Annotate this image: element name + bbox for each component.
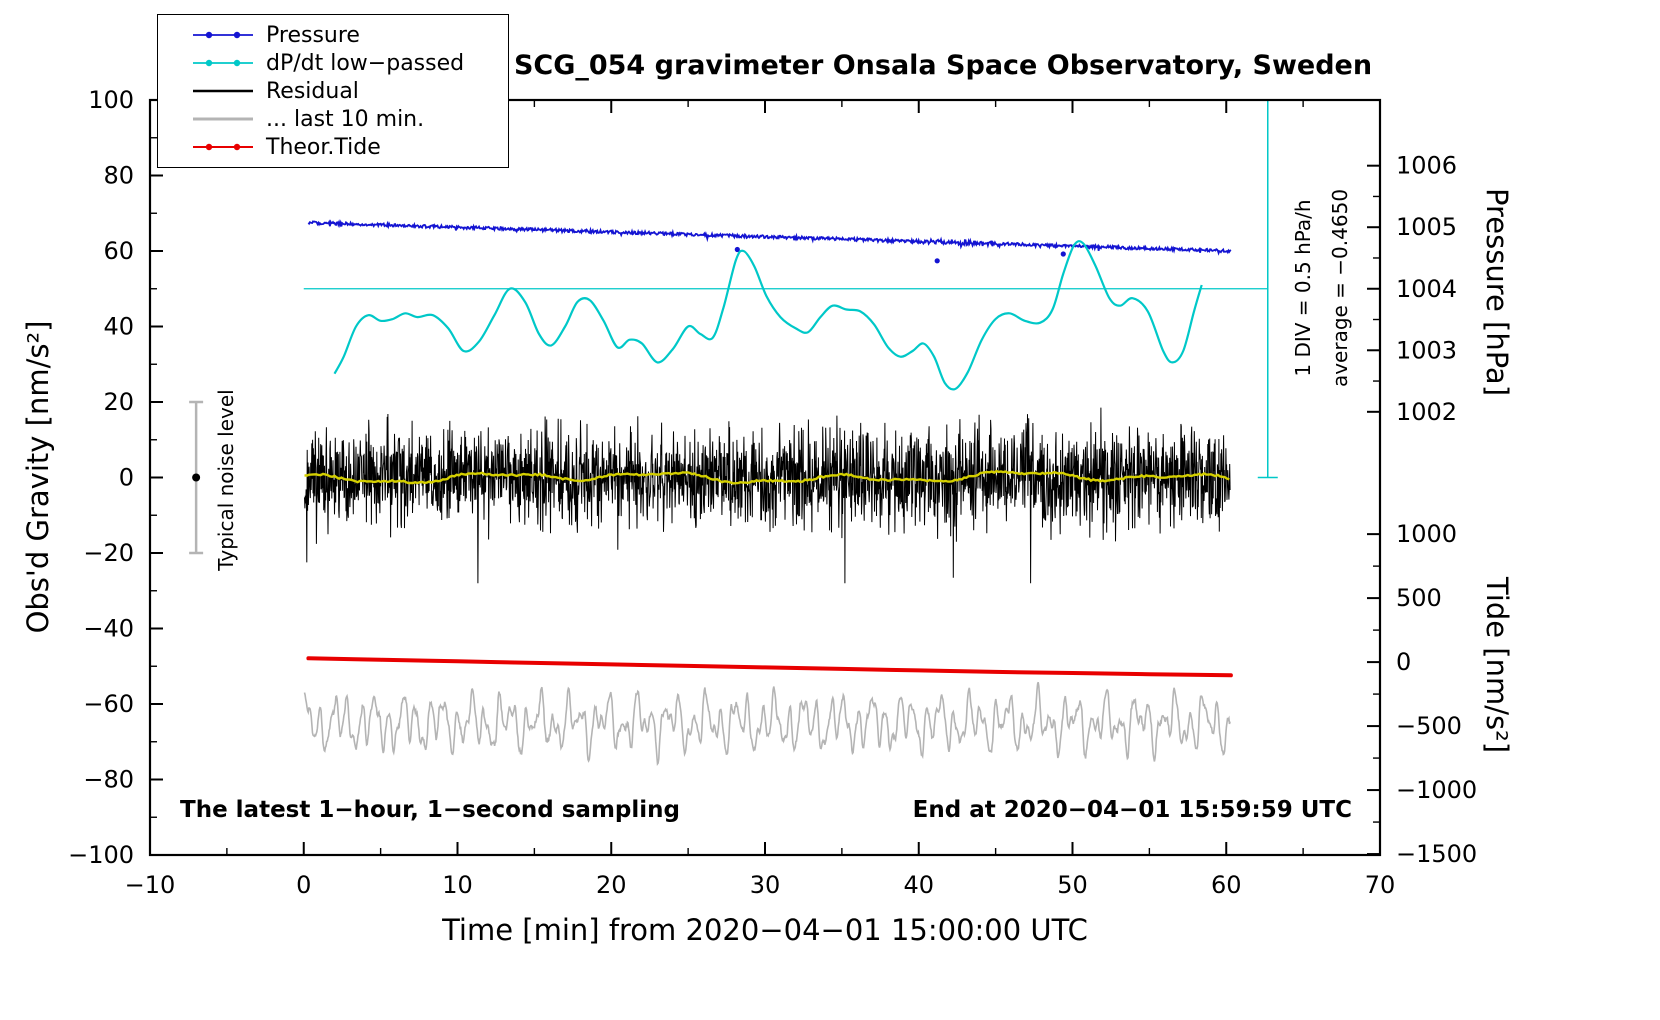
legend: Pressure dP/dt low−passed Residual... last… — [157, 14, 509, 168]
pressure-series — [307, 219, 1232, 256]
last10-series — [303, 681, 1231, 766]
y-tick-label-tide: −1500 — [1396, 840, 1477, 868]
y-axis-label-pressure: Pressure [hPa] — [1480, 187, 1514, 397]
y-tick-label-pressure: 1004 — [1396, 275, 1457, 303]
tide-legend-marker — [193, 143, 253, 151]
legend-label: dP/dt low−passed — [266, 50, 465, 76]
x-tick-label: 10 — [442, 871, 473, 899]
x-tick-label: 70 — [1365, 871, 1396, 899]
x-tick-label: 50 — [1057, 871, 1088, 899]
plot-frame — [148, 98, 1382, 857]
y-tick-label-pressure: 1006 — [1396, 152, 1457, 180]
legend-item-pressure: Pressure — [158, 21, 508, 49]
legend-item-last10: ... last 10 min. — [158, 105, 508, 133]
y-tick-label-gravity: 20 — [103, 388, 134, 416]
y-axis-label-gravity: Obs'd Gravity [nm/s²] — [21, 320, 55, 634]
x-tick-label: −10 — [125, 871, 176, 899]
legend-label: Pressure — [266, 22, 360, 48]
x-tick-label: 60 — [1211, 871, 1242, 899]
x-tick-label: 30 — [750, 871, 781, 899]
y-tick-label-gravity: 100 — [88, 86, 134, 114]
y-tick-label-gravity: −40 — [83, 615, 134, 643]
residual-smooth-series — [304, 469, 1230, 485]
legend-label: Theor.Tide — [266, 134, 381, 160]
pressure-outlier-point — [934, 258, 940, 264]
y-tick-label-gravity: 40 — [103, 313, 134, 341]
y-tick-label-gravity: −60 — [83, 690, 134, 718]
end-time-note: End at 2020−04−01 15:59:59 UTC — [912, 797, 1352, 823]
legend-item-dpdt: dP/dt low−passed — [158, 49, 508, 77]
legend-item-residual: Residual — [158, 77, 508, 105]
y-tick-label-gravity: 80 — [103, 162, 134, 190]
y-tick-label-gravity: −100 — [68, 841, 134, 869]
pressure-legend-marker — [193, 31, 253, 39]
div-scale-annotation: 1 DIV = 0.5 hPa/h — [1291, 199, 1315, 377]
chart-title: SCG_054 gravimeter Onsala Space Observat… — [513, 50, 1373, 81]
residual-legend-marker — [193, 89, 253, 93]
legend-item-tide: Theor.Tide — [158, 133, 508, 161]
tide-series — [306, 656, 1233, 678]
x-tick-label: 40 — [903, 871, 934, 899]
y-tick-label-pressure: 1005 — [1396, 213, 1457, 241]
y-tick-label-tide: −500 — [1396, 712, 1462, 740]
dpdt-series — [333, 240, 1203, 391]
y-tick-label-tide: 0 — [1396, 648, 1411, 676]
pressure-outlier-point — [734, 246, 740, 253]
y-tick-label-pressure: 1002 — [1396, 398, 1457, 426]
x-axis-label: Time [min] from 2020−04−01 15:00:00 UTC — [442, 913, 1088, 947]
y-tick-label-tide: −1000 — [1396, 776, 1477, 804]
x-tick-label: 0 — [296, 871, 311, 899]
y-tick-label-gravity: −80 — [83, 766, 134, 794]
residual-series — [304, 407, 1231, 584]
y-tick-label-gravity: 60 — [103, 237, 134, 265]
y-tick-label-tide: 500 — [1396, 584, 1442, 612]
average-annotation: average = −0.4650 — [1328, 188, 1352, 388]
legend-label: Residual — [266, 78, 359, 104]
x-tick-label: 20 — [596, 871, 627, 899]
noise-level-annotation: Typical noise level — [214, 389, 238, 571]
y-tick-label-pressure: 1003 — [1396, 336, 1457, 364]
sampling-note: The latest 1−hour, 1−second sampling — [180, 797, 680, 823]
noise-dot — [192, 473, 201, 482]
dpdt-legend-marker — [193, 59, 253, 67]
legend-label: ... last 10 min. — [266, 106, 425, 132]
pressure-outlier-point — [1060, 251, 1066, 257]
y-axis-label-tide: Tide [nm/s²] — [1480, 576, 1514, 754]
last10-legend-marker — [193, 117, 253, 121]
y-tick-label-gravity: −20 — [83, 539, 134, 567]
y-tick-label-tide: 1000 — [1396, 520, 1457, 548]
y-tick-label-gravity: 0 — [119, 464, 134, 492]
